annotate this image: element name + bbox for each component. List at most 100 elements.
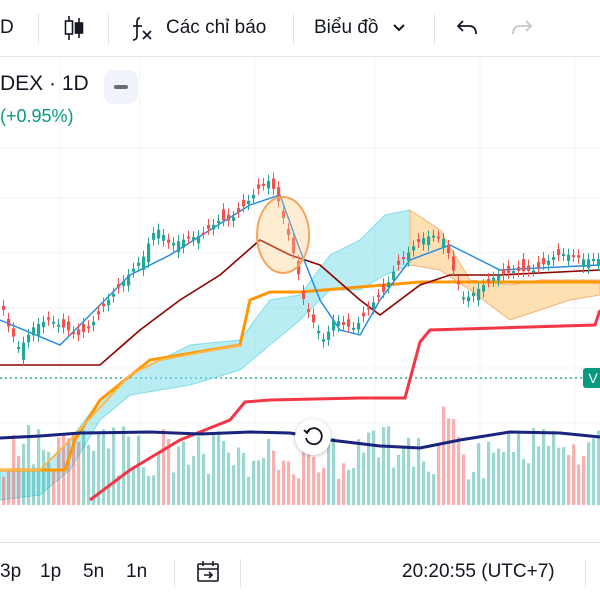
volume-bar <box>467 479 471 505</box>
volume-bar <box>577 464 581 505</box>
candle-body <box>272 178 276 189</box>
indicators-label: Các chỉ báo <box>166 17 267 38</box>
candle-body <box>502 269 506 275</box>
undo-button[interactable] <box>455 0 479 56</box>
volume-bar <box>252 460 256 505</box>
volume-bar <box>392 467 396 505</box>
volume-bar <box>167 438 171 505</box>
volume-bar <box>247 476 251 505</box>
volume-bar <box>232 465 236 505</box>
legend-collapse-button[interactable] <box>104 70 138 104</box>
volume-bar <box>407 437 411 505</box>
volume-bar <box>462 454 466 505</box>
volume-bar <box>497 448 501 505</box>
candle-body <box>92 321 96 326</box>
candle-body <box>47 317 51 320</box>
undo-icon <box>456 20 477 35</box>
interval-1p[interactable]: 1p <box>40 543 61 601</box>
volume-bar <box>242 452 246 505</box>
candle-body <box>522 259 526 271</box>
highlight-ellipse <box>256 196 310 274</box>
volume-bar <box>422 461 426 505</box>
volume-bar <box>507 433 511 505</box>
candle-body <box>52 321 56 324</box>
volume-bar <box>7 470 11 505</box>
volume-bar <box>367 432 371 505</box>
interval-label: 3p <box>0 561 22 582</box>
redo-icon <box>512 20 533 35</box>
volume-bar <box>267 438 271 505</box>
legend-symbol: DEX · 1D <box>0 72 89 95</box>
volume-bar <box>592 438 596 505</box>
candle-body <box>562 253 566 256</box>
candle-body <box>187 236 191 239</box>
volume-bar <box>437 444 441 505</box>
date-range-button[interactable] <box>196 543 222 601</box>
volume-bar <box>397 454 401 505</box>
candle-body <box>472 292 476 297</box>
candle-body <box>102 303 106 307</box>
volume-bar <box>487 441 491 505</box>
volume-bar <box>182 441 186 505</box>
bottom-divider <box>585 559 586 587</box>
reset-chart-button[interactable] <box>295 419 331 455</box>
candle-body <box>412 246 416 251</box>
volume-bar <box>277 469 281 505</box>
chart-menu-button[interactable]: Biểu đồ <box>314 0 406 56</box>
candle-body <box>207 225 211 229</box>
candle-body <box>302 290 306 300</box>
candle-body <box>127 275 131 286</box>
indicator-lines <box>0 194 600 502</box>
candle-body <box>122 281 126 286</box>
interval-label: 1n <box>126 561 148 582</box>
top-toolbar: D Các chỉ báo Biểu đồ <box>0 0 600 57</box>
bottom-toolbar: 3p 1p 5n 1n 20:20:55 (UTC+7) <box>0 542 600 601</box>
candle-body <box>437 236 441 239</box>
symbol-button[interactable]: D <box>0 0 18 56</box>
candle-body <box>242 199 246 207</box>
symbol-label: D <box>0 17 14 38</box>
candle-body <box>352 327 356 330</box>
clock-time[interactable]: 20:20:55 (UTC+7) <box>402 543 555 601</box>
candle-body <box>467 296 471 302</box>
candle-body <box>192 237 196 240</box>
volume-bar <box>107 448 111 505</box>
redo-button[interactable] <box>510 0 534 56</box>
candle-body <box>552 257 556 260</box>
candle-body <box>477 288 481 301</box>
volume-bar <box>207 473 211 505</box>
chart-style-button[interactable] <box>60 0 88 56</box>
interval-1n[interactable]: 1n <box>126 543 147 601</box>
candle-body <box>82 324 86 332</box>
volume-bar <box>432 474 436 505</box>
candle-body <box>197 235 201 244</box>
interval-5n[interactable]: 5n <box>83 543 104 601</box>
candle-body <box>107 299 111 306</box>
volume-bar <box>222 440 226 505</box>
candle-body <box>147 243 151 263</box>
candle-body <box>137 262 141 266</box>
volume-bar <box>517 431 521 505</box>
volume-bar <box>332 437 336 505</box>
candle-body <box>382 284 386 292</box>
volume-bar <box>217 431 221 505</box>
price-chart[interactable]: Tháng 6Tháng 7Tháng TámTháng 9 <box>0 58 600 508</box>
candle-body <box>387 282 391 288</box>
candle-body <box>462 297 466 300</box>
volume-bar <box>412 466 416 505</box>
volume-bar <box>522 459 526 505</box>
candle-body <box>317 330 321 334</box>
candle-body <box>592 259 596 262</box>
volume-bar <box>292 474 296 505</box>
volume-bar <box>42 449 46 505</box>
legend-change: (+0.95%) <box>0 106 74 126</box>
interval-3p[interactable]: 3p <box>0 543 21 601</box>
volume-bar <box>502 451 506 505</box>
candle-body <box>182 239 186 248</box>
candle-body <box>57 324 61 327</box>
indicators-button[interactable]: Các chỉ báo <box>130 0 266 56</box>
candle-body <box>322 339 326 342</box>
minus-icon <box>114 85 128 89</box>
toolbar-divider <box>38 14 39 44</box>
candle-body <box>557 249 561 256</box>
